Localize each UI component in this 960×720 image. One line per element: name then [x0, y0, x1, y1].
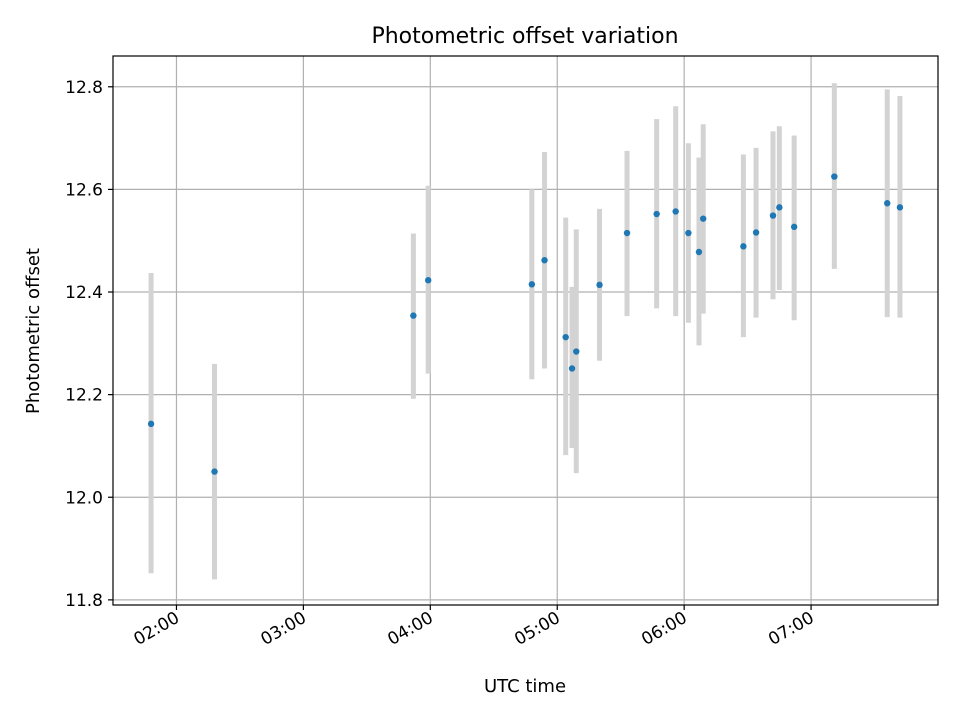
data-point	[596, 281, 603, 289]
data-point	[695, 248, 703, 256]
y-axis-ticks: 11.8 12.0 12.2 12.4 12.6 12.8	[65, 78, 113, 611]
y-tick-label: 11.8	[65, 591, 103, 611]
x-tick-label: 05:00	[511, 608, 563, 650]
x-tick-label: 06:00	[638, 608, 690, 650]
data-point	[541, 257, 548, 264]
x-axis-label: UTC time	[484, 676, 566, 697]
data-point	[147, 420, 155, 428]
data-point	[410, 312, 417, 319]
data-point	[776, 204, 783, 211]
data-point	[896, 204, 904, 211]
data-point	[211, 468, 218, 475]
x-tick-label: 03:00	[257, 608, 309, 650]
x-axis-ticks: 02:00 03:00 04:00 05:00 06:00 07:00	[131, 605, 818, 650]
data-point	[528, 281, 536, 288]
data-point	[685, 229, 692, 237]
data-point	[568, 365, 576, 372]
y-tick-label: 12.0	[65, 488, 103, 508]
x-tick-label: 07:00	[765, 608, 817, 650]
chart-title: Photometric offset variation	[371, 24, 678, 49]
y-tick-label: 12.2	[65, 386, 103, 406]
data-point	[884, 200, 891, 207]
data-points	[147, 173, 904, 475]
y-axis-label: Photometric offset	[23, 248, 44, 414]
data-point	[790, 223, 798, 231]
data-point	[740, 243, 747, 250]
data-point	[573, 348, 580, 355]
axes-frame	[112, 55, 939, 606]
data-point	[424, 277, 432, 284]
y-tick-label: 12.6	[65, 180, 103, 200]
x-tick-label: 04:00	[384, 608, 436, 650]
data-point	[831, 173, 838, 180]
y-tick-label: 12.4	[65, 283, 103, 303]
error-bars	[148, 83, 903, 580]
grid	[113, 56, 938, 605]
data-point	[623, 229, 631, 237]
x-tick-label: 02:00	[131, 608, 183, 650]
data-point	[752, 229, 760, 236]
data-point	[699, 215, 707, 222]
data-point	[653, 210, 660, 218]
y-tick-label: 12.8	[65, 78, 103, 98]
data-point	[769, 212, 777, 219]
data-point	[562, 333, 569, 341]
data-point	[672, 208, 679, 215]
